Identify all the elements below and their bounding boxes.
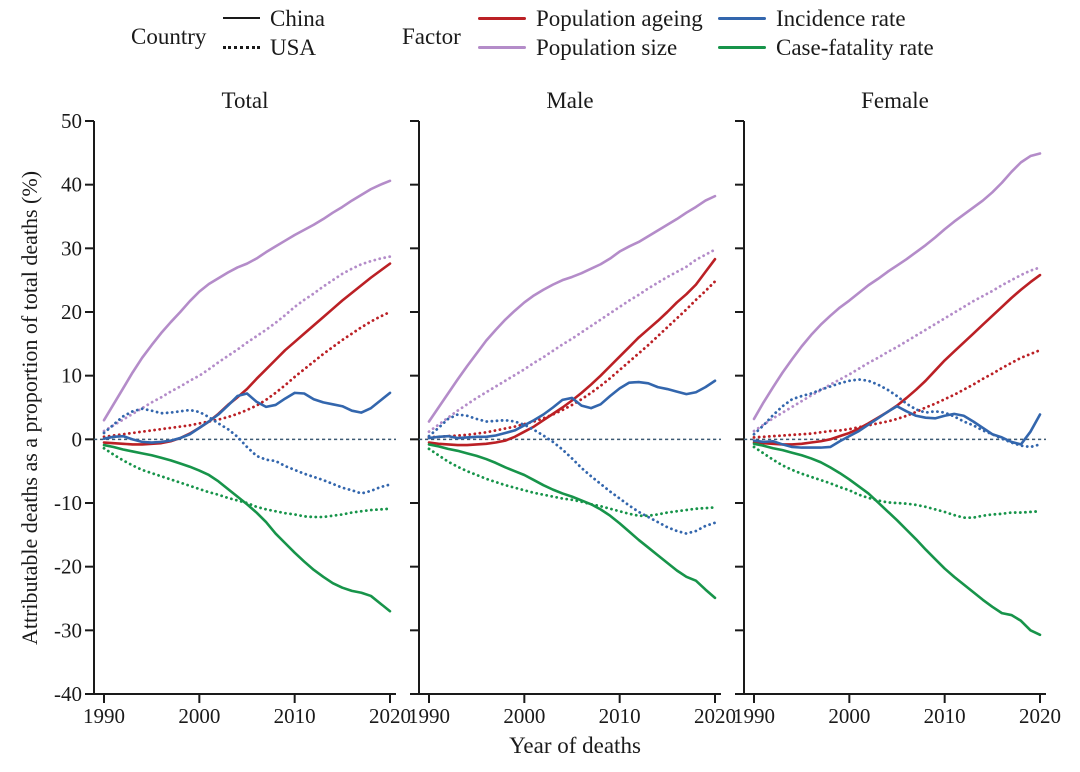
x-axis-title: Year of deaths <box>509 733 641 758</box>
series-male-china-case-fatality-rate <box>427 443 717 600</box>
series-total-china-case-fatality-rate <box>102 443 392 613</box>
y-tick-label: -20 <box>54 555 82 579</box>
y-tick-label: -40 <box>54 682 82 706</box>
series-female-usa-case-fatality-rate <box>752 445 1042 520</box>
series-total-usa-case-fatality-rate <box>102 446 392 519</box>
series-male-china-population-size <box>427 194 717 423</box>
x-tick-label: 2010 <box>274 704 316 728</box>
legend-item-label: Population size <box>536 34 678 60</box>
y-tick-label: -30 <box>54 618 82 642</box>
panel-total: Total 1990 2000 2010 2020 <box>83 88 411 728</box>
y-tick-label: -10 <box>54 491 82 515</box>
legend-item-case-fatality-rate: Case-fatality rate <box>718 35 934 59</box>
y-tick-label: 0 <box>72 427 83 451</box>
panel-male: Male 1990 2000 2010 2020 <box>408 88 736 728</box>
x-tick-label: 2010 <box>924 704 966 728</box>
x-tick-label: 1990 <box>408 704 450 728</box>
legend-item-incidence-rate: Incidence rate <box>718 6 906 30</box>
series-female-usa-incidence-rate <box>752 378 1042 449</box>
x-tick-label: 2000 <box>503 704 545 728</box>
legend-country-title: Country <box>131 24 207 49</box>
panel-female: Female 1990 2000 2010 2020 <box>733 88 1061 728</box>
legend-item-china: China <box>223 6 325 30</box>
y-tick-label: 10 <box>61 364 82 388</box>
series-female-china-incidence-rate <box>752 404 1042 449</box>
y-tick-label: 30 <box>61 236 82 260</box>
series-total-china-incidence-rate <box>102 391 392 444</box>
population-ageing-line-swatch <box>478 16 526 20</box>
legend-item-population-size: Population size <box>478 35 677 59</box>
series-male-usa-population-size <box>427 248 717 434</box>
panel-title: Total <box>222 88 269 113</box>
legend-item-label: USA <box>270 34 317 60</box>
series-female-usa-population-size <box>752 266 1042 433</box>
series-total-usa-incidence-rate <box>102 407 392 495</box>
panel-title: Male <box>546 88 593 113</box>
series-female-usa-population-ageing <box>752 348 1042 439</box>
incidence-rate-line-swatch <box>718 16 766 20</box>
x-tick-label: 1990 <box>83 704 125 728</box>
case-fatality-rate-line-swatch <box>718 45 766 49</box>
legend-item-label: China <box>270 5 325 31</box>
y-tick-label: 20 <box>61 300 82 324</box>
china-solid-line-swatch <box>223 17 260 19</box>
series-female-china-population-ageing <box>752 273 1042 446</box>
series-total-usa-population-size <box>102 255 392 433</box>
legend-item-population-ageing: Population ageing <box>478 6 703 30</box>
usa-dotted-line-swatch <box>223 45 260 49</box>
series-total-usa-population-ageing <box>102 310 392 439</box>
legend-factor-title: Factor <box>402 24 461 49</box>
series-female-china-case-fatality-rate <box>752 442 1042 637</box>
series-total-china-population-ageing <box>102 262 392 446</box>
series-female-china-population-size <box>752 152 1042 421</box>
x-tick-label: 1990 <box>733 704 775 728</box>
x-tick-label: 2000 <box>828 704 870 728</box>
x-tick-label: 2010 <box>599 704 641 728</box>
legend-item-usa: USA <box>223 35 316 59</box>
series-total-china-population-size <box>102 179 392 422</box>
panel-title: Female <box>861 88 929 113</box>
series-male-china-population-ageing <box>427 257 717 447</box>
x-tick-label: 2020 <box>369 704 411 728</box>
legend-item-label: Incidence rate <box>776 5 906 31</box>
legend-item-label: Case-fatality rate <box>776 34 934 60</box>
x-tick-label: 2020 <box>1019 704 1061 728</box>
series-male-china-incidence-rate <box>427 379 717 440</box>
series-male-usa-population-ageing <box>427 280 717 439</box>
series-male-usa-incidence-rate <box>427 413 717 535</box>
y-tick-label: 50 <box>61 109 82 133</box>
legend-item-label: Population ageing <box>536 5 703 31</box>
series-male-usa-case-fatality-rate <box>427 447 717 518</box>
y-axis-title: Attributable deaths as a proportion of t… <box>17 170 42 646</box>
population-size-line-swatch <box>478 45 526 49</box>
x-tick-label: 2000 <box>178 704 220 728</box>
x-tick-label: 2020 <box>694 704 736 728</box>
y-tick-label: 40 <box>61 173 82 197</box>
